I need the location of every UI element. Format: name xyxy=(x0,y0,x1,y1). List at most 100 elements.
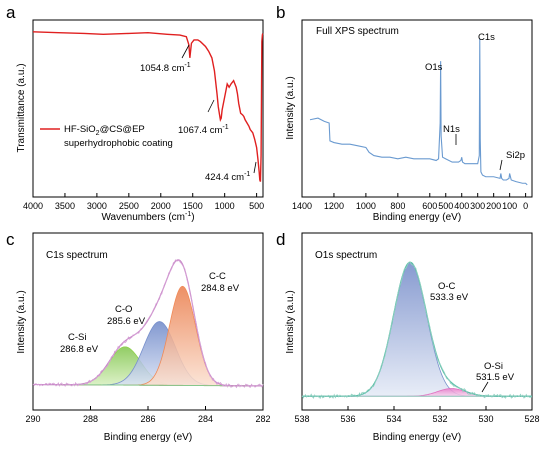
x-tick-label-c-1: 288 xyxy=(83,414,98,424)
x-tick-label-d-1: 536 xyxy=(340,414,355,424)
plot-frame-d xyxy=(301,232,533,411)
annotation-arrow-1054 xyxy=(181,44,190,59)
panel-letter-a: a xyxy=(6,3,16,22)
x-axis-label-c: Binding energy (eV) xyxy=(104,432,192,443)
annotation-arrow-1067 xyxy=(207,99,215,113)
peak-label-c-si: C-Si xyxy=(68,332,86,343)
y-axis-label-c: Intensity (a.u.) xyxy=(16,290,27,353)
peak-energy-o-si: 531.5 eV xyxy=(476,372,515,383)
title-d: O1s spectrum xyxy=(315,250,377,261)
annotation-424-sup: -1 xyxy=(244,171,250,178)
x-tick-label-c-0: 290 xyxy=(25,414,40,424)
series-line-a xyxy=(32,31,264,182)
peak-fills-c xyxy=(32,259,264,389)
annotation-1054-sup: -1 xyxy=(184,62,190,69)
panel-a: 4000 3500 3000 2500 2000 1500 1000 500 Wavenumb… xyxy=(16,19,264,223)
x-tick-label-d-3: 532 xyxy=(432,414,447,424)
x-tick-label-a-5: 1500 xyxy=(183,201,203,211)
x-tick-label-b-2: 1000 xyxy=(356,201,376,211)
x-tick-label-a-7: 500 xyxy=(249,201,264,211)
legend-a-part1: HF-SiO xyxy=(64,124,96,135)
peak-label-c-c: C-C xyxy=(209,271,226,282)
raw-trace-d xyxy=(301,261,533,399)
x-tick-label-b-7: 300 xyxy=(470,201,485,211)
x-axis-label-a-close: ) xyxy=(191,212,194,223)
annotation-arrow-424 xyxy=(253,161,257,174)
x-tick-label-c-2: 286 xyxy=(140,414,155,424)
x-tick-label-b-1: 1200 xyxy=(324,201,344,211)
x-tick-label-b-10: 0 xyxy=(523,201,528,211)
x-tick-label-c-4: 282 xyxy=(255,414,270,424)
peak-label-o1s: O1s xyxy=(425,62,443,73)
y-axis-label-d: Intensity (a.u.) xyxy=(285,290,296,353)
plot-frame-a xyxy=(32,19,264,198)
annotation-1067: 1067.4 cm-1 xyxy=(178,124,229,136)
x-axis-label-a: Wavenumbers (cm-1) xyxy=(101,211,194,223)
panel-c: 290 288 286 284 282 C1s spectrum Binding ene… xyxy=(16,232,271,443)
title-c: C1s spectrum xyxy=(46,250,108,261)
x-tick-label-b-6: 400 xyxy=(454,201,469,211)
annotation-1054-text: 1054.8 cm xyxy=(140,63,184,74)
peak-label-o-c: O-C xyxy=(438,281,456,292)
x-ticks-d: 538 536 534 532 530 528 xyxy=(294,406,540,424)
y-axis-label-b: Intensity (a.u.) xyxy=(285,76,296,139)
x-tick-label-d-4: 530 xyxy=(478,414,493,424)
o-si-marker xyxy=(481,381,489,393)
x-tick-label-d-2: 534 xyxy=(386,414,401,424)
x-tick-label-a-3: 2500 xyxy=(119,201,139,211)
x-tick-label-b-5: 500 xyxy=(438,201,453,211)
peak-energy-o-c: 533.3 eV xyxy=(430,292,469,303)
x-tick-label-d-5: 528 xyxy=(524,414,539,424)
x-tick-label-b-3: 800 xyxy=(390,201,405,211)
panel-d: 538 536 534 532 530 528 O1s spectrum Binding … xyxy=(285,232,540,443)
x-axis-label-b: Binding energy (eV) xyxy=(373,212,461,223)
series-line-b xyxy=(309,38,528,186)
y-axis-label-a: Transmittance (a.u.) xyxy=(16,63,27,152)
si2p-marker xyxy=(499,159,503,171)
envelope-c xyxy=(32,259,264,387)
x-tick-label-c-3: 284 xyxy=(198,414,213,424)
panel-b: 1400 1200 1000 800 600 500 400 300 200 100 0 Full … xyxy=(285,19,533,223)
plot-frame-b xyxy=(301,19,533,198)
x-ticks-b: 1400 1200 1000 800 600 500 400 300 200 100 0 xyxy=(292,193,528,211)
panel-letter-b: b xyxy=(276,3,285,22)
x-tick-label-b-0: 1400 xyxy=(292,201,312,211)
annotation-1067-sup: -1 xyxy=(222,124,228,131)
legend-a-sub: 2 xyxy=(96,130,100,137)
panel-letter-c: c xyxy=(6,230,15,249)
peak-label-c1s: C1s xyxy=(478,32,495,43)
peak-fills-d xyxy=(301,261,533,399)
peak-label-n1s: N1s xyxy=(443,124,460,135)
peak-label-c-o: C-O xyxy=(115,304,132,315)
annotation-1067-text: 1067.4 cm xyxy=(178,125,222,136)
legend-a-part2: @CS@EP xyxy=(100,124,145,135)
x-tick-label-b-4: 600 xyxy=(422,201,437,211)
x-tick-label-a-6: 1000 xyxy=(215,201,235,211)
x-axis-label-d: Binding energy (eV) xyxy=(373,432,461,443)
x-tick-label-b-8: 200 xyxy=(486,201,501,211)
x-tick-label-a-1: 3500 xyxy=(55,201,75,211)
legend-text-a-line1: HF-SiO2@CS@EP xyxy=(64,124,145,137)
annotation-1054: 1054.8 cm-1 xyxy=(140,62,191,74)
raw-trace-c xyxy=(32,259,264,389)
annotation-424: 424.4 cm-1 xyxy=(205,171,250,183)
x-tick-label-a-0: 4000 xyxy=(23,201,43,211)
x-tick-label-a-4: 2000 xyxy=(151,201,171,211)
peak-energy-c-si: 286.8 eV xyxy=(60,344,99,355)
x-ticks-c: 290 288 286 284 282 xyxy=(25,406,271,424)
x-tick-label-a-2: 3000 xyxy=(87,201,107,211)
peak-energy-c-c: 284.8 eV xyxy=(201,283,240,294)
peak-label-si2p: Si2p xyxy=(506,150,525,161)
x-tick-label-b-9: 100 xyxy=(502,201,517,211)
x-axis-label-a-sup: -1 xyxy=(185,211,191,218)
panel-letter-d: d xyxy=(276,230,285,249)
x-ticks-a: 4000 3500 3000 2500 2000 1500 1000 500 xyxy=(23,193,264,211)
annotation-424-text: 424.4 cm xyxy=(205,172,244,183)
legend-text-a-line2: superhydrophobic coating xyxy=(64,138,173,149)
x-axis-label-a-main: Wavenumbers (cm xyxy=(101,212,185,223)
x-tick-label-d-0: 538 xyxy=(294,414,309,424)
peak-label-o-si: O-Si xyxy=(484,361,503,372)
title-b: Full XPS spectrum xyxy=(316,26,399,37)
peak-energy-c-o: 285.6 eV xyxy=(107,316,146,327)
